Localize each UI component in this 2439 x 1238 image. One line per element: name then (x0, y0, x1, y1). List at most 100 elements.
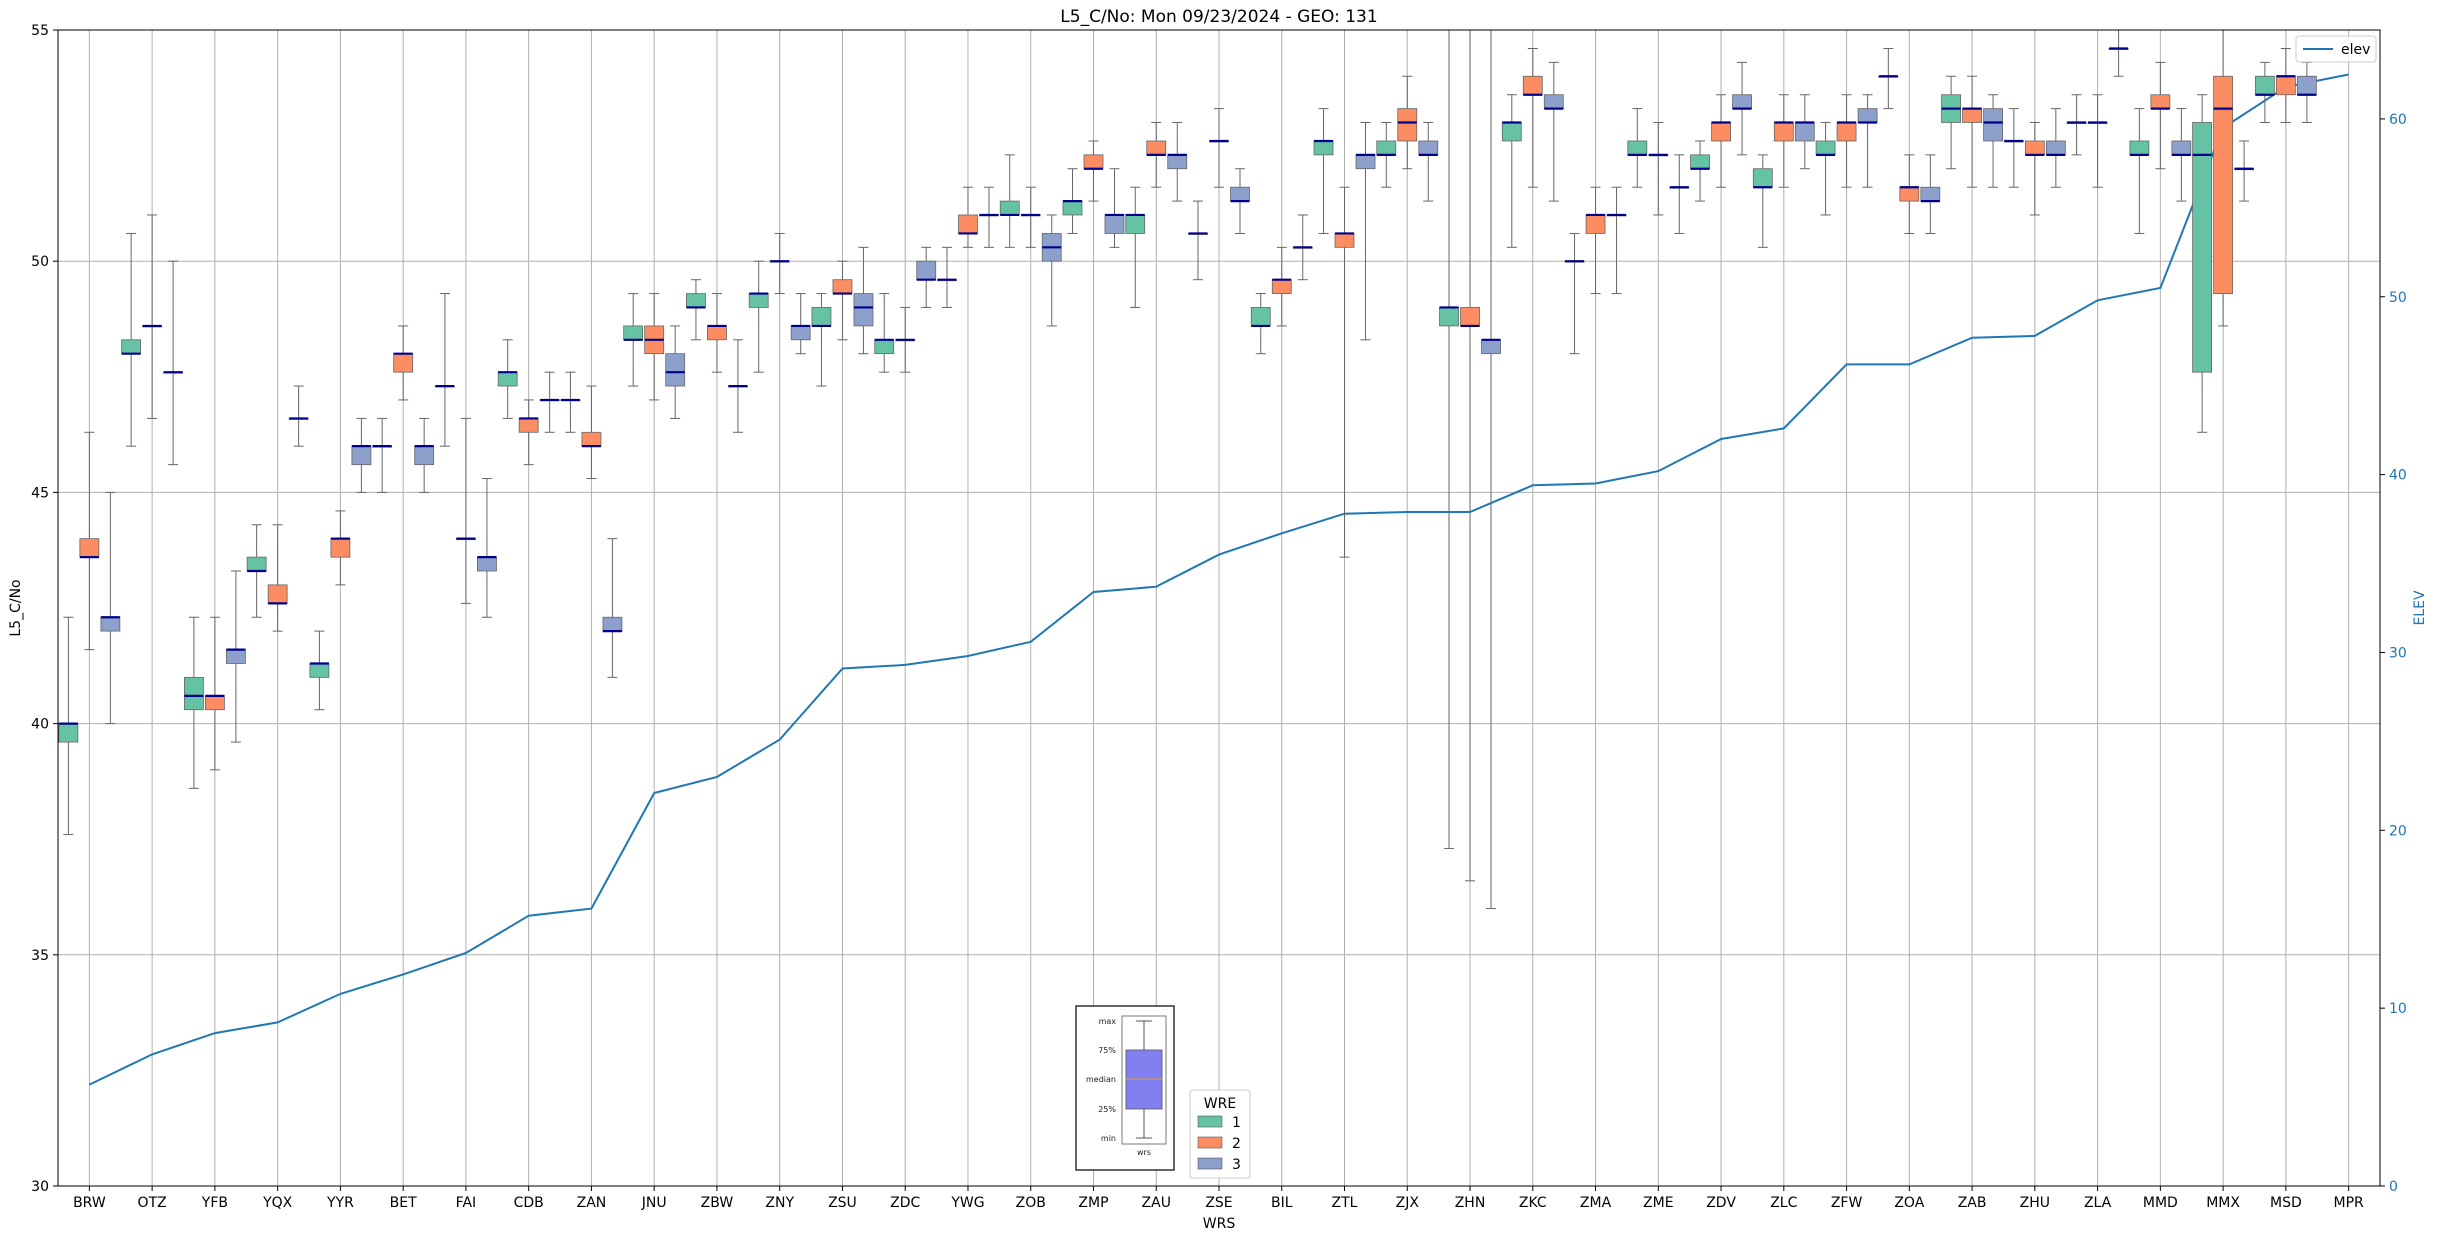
x-tick-label: ZOB (1016, 1195, 1046, 1211)
elev-legend-frame (2295, 35, 2377, 63)
box-zab-wre1 (1941, 75, 1961, 170)
iqr-box (330, 538, 351, 558)
iqr-box (351, 445, 372, 466)
box-msd-wre2 (2275, 47, 2296, 123)
box-yqx-wre2 (267, 524, 288, 632)
iqr-box (2275, 75, 2296, 96)
iqr-box (1543, 94, 1564, 110)
x-tick-label: ZAU (1142, 1195, 1171, 1211)
x-tick-label: MSD (2270, 1195, 2302, 1211)
box-zmp-wre1 (1062, 168, 1083, 234)
box-zan-wre3 (602, 538, 623, 678)
y2-tick-label: 40 (2389, 468, 2407, 484)
iqr-box (2192, 122, 2213, 373)
iqr-box (1962, 108, 1982, 123)
x-tick-label: OTZ (138, 1195, 167, 1211)
x-tick-label: ZSE (1205, 1195, 1232, 1211)
x-tick-label: BET (390, 1195, 417, 1211)
wre-legend-swatch-3 (1197, 1157, 1223, 1170)
box-zkc-wre2 (1522, 47, 1543, 188)
box-key-label-min: min (1101, 1134, 1116, 1143)
iqr-box (58, 723, 79, 743)
iqr-box (1230, 186, 1250, 202)
y2-axis-ticks: 0 10 20 30 40 50 60 (2380, 112, 2407, 1195)
box-key-xlabel: wrs (1137, 1148, 1151, 1157)
iqr-box (1794, 122, 1815, 142)
box-key-label-q3: 75% (1098, 1046, 1116, 1055)
box-zse-wre2 (1209, 108, 1229, 188)
iqr-box (581, 431, 602, 447)
x-tick-label: YYR (326, 1195, 354, 1211)
box-bil-wre1 (1250, 293, 1271, 355)
box-key-axes (1121, 1015, 1167, 1145)
iqr-box (1397, 108, 1418, 142)
x-tick-label: YFB (201, 1195, 228, 1211)
iqr-box (1083, 154, 1104, 170)
iqr-box (1104, 214, 1125, 234)
box-otz-wre2 (142, 214, 163, 419)
iqr-box (1271, 279, 1292, 294)
box-zab-wre2 (1962, 75, 1982, 188)
box-zoa-wre2 (1899, 154, 1920, 234)
box-zoa-wre1 (1878, 47, 1899, 110)
iqr-box (2254, 75, 2275, 96)
x-tick-label: ZHU (2020, 1195, 2050, 1211)
box-zfw-wre1 (1815, 121, 1836, 216)
iqr-box (1250, 307, 1271, 327)
iqr-box (1627, 140, 1648, 156)
iqr-box (204, 695, 225, 711)
y-axis-ticks: 30 35 40 45 50 55 (31, 23, 58, 1195)
x-tick-label: ZAB (1958, 1195, 1987, 1211)
elev-line-layer (88, 73, 2349, 1086)
box-msd-wre3 (2296, 61, 2317, 123)
iqr-box (853, 293, 874, 327)
box-yqx-wre1 (246, 524, 267, 618)
box-yfb-wre2 (204, 616, 225, 771)
iqr-box (309, 663, 330, 678)
iqr-box (2213, 75, 2234, 294)
box-zoa-wre3 (1920, 154, 1941, 234)
box-zny-wre3 (790, 293, 811, 355)
iqr-box (2150, 94, 2171, 110)
iqr-box (1773, 122, 1794, 142)
iqr-box (1899, 186, 1920, 202)
box-mmx-wre2 (2213, 30, 2234, 327)
iqr-box (393, 353, 414, 373)
box-zau-wre2 (1146, 121, 1167, 188)
grid-layer (58, 29, 2380, 1187)
iqr-box (1752, 168, 1773, 188)
x-tick-label: ZBW (701, 1195, 734, 1211)
iqr-box (1501, 122, 1522, 142)
x-tick-label: ZMA (1580, 1195, 1612, 1211)
wre-legend-label-1: 1 (1232, 1115, 1241, 1131)
box-key-label-max: max (1099, 1017, 1117, 1026)
iqr-box (1585, 214, 1606, 234)
box-zdc-wre1 (874, 293, 895, 373)
x-tick-label: ZME (1643, 1195, 1674, 1211)
box-zse-wre1 (1188, 200, 1208, 281)
iqr-box (811, 307, 832, 327)
iqr-box (1836, 122, 1857, 142)
iqr-box (999, 200, 1020, 216)
iqr-box (916, 260, 937, 281)
x-tick-label: ZMP (1078, 1195, 1108, 1211)
x-tick-label: CDB (514, 1195, 544, 1211)
box-zme-wre1 (1627, 108, 1648, 188)
y2-tick-label: 10 (2389, 1001, 2407, 1017)
box-zjx-wre1 (1376, 121, 1397, 188)
x-tick-label: ZKC (1519, 1195, 1547, 1211)
box-fai-wre2 (456, 417, 476, 604)
box-key-label-q1: 25% (1098, 1105, 1116, 1114)
box-zob-wre3 (1041, 214, 1062, 327)
box-zdv-wre2 (1711, 94, 1731, 188)
iqr-box (267, 584, 288, 604)
y-tick-label: 40 (31, 717, 49, 733)
iqr-box (623, 325, 644, 341)
x-tick-label: MMX (2206, 1195, 2240, 1211)
box-fai-wre3 (477, 478, 497, 618)
box-zla-wre3 (2108, 30, 2129, 77)
box-cdb-wre2 (518, 399, 539, 466)
box-zlc-wre2 (1773, 94, 1794, 188)
iqr-box (100, 616, 121, 632)
